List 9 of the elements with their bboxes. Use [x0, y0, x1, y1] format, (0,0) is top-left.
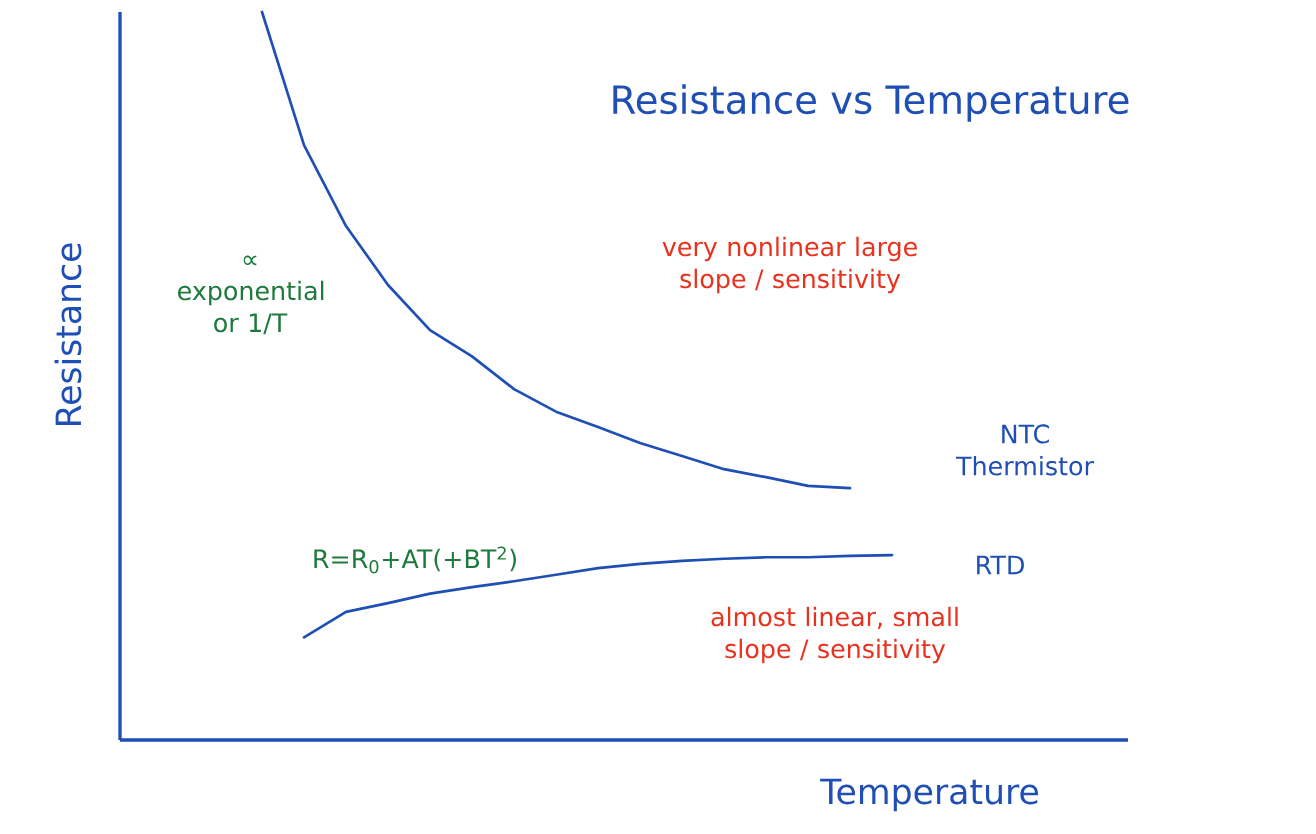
text: Resistance vs Temperature	[613, 84, 1129, 122]
text: RTD	[977, 555, 1024, 575]
x-axis-title: Temperature	[820, 778, 1038, 812]
annotation: very nonlinear large slope / sensitivity	[662, 236, 917, 294]
annotation: ∝ exponential or 1/T	[178, 255, 324, 335]
annotation: almost linear, small slope / sensitivity	[711, 606, 958, 664]
y-axis-title: Resistance	[54, 243, 82, 425]
text: NTC Thermistor	[956, 424, 1094, 476]
annotation: R=R$_{0}$+AT(+BT$^{2}$)	[314, 546, 516, 574]
